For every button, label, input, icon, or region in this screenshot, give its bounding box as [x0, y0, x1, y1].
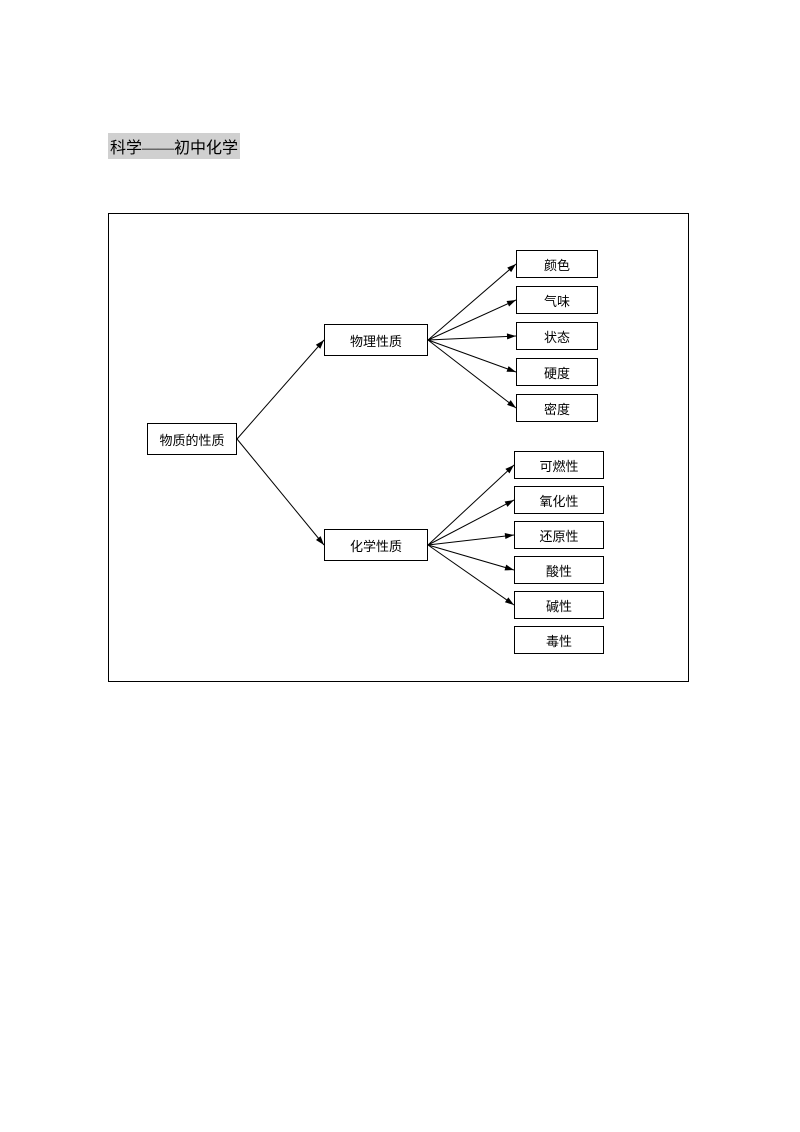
node-c3: 还原性	[514, 521, 604, 549]
node-c6: 毒性	[514, 626, 604, 654]
node-p1: 颜色	[516, 250, 598, 278]
node-c1: 可燃性	[514, 451, 604, 479]
page-title: 科学——初中化学	[108, 133, 240, 159]
node-c2: 氧化性	[514, 486, 604, 514]
node-p3: 状态	[516, 322, 598, 350]
node-chem: 化学性质	[324, 529, 428, 561]
node-p2: 气味	[516, 286, 598, 314]
node-root: 物质的性质	[147, 423, 237, 455]
node-c4: 酸性	[514, 556, 604, 584]
node-c5: 碱性	[514, 591, 604, 619]
diagram-container: 物质的性质 物理性质化学性质 颜色气味状态硬度密度可燃性氧化性还原性酸性碱性毒性	[108, 213, 689, 682]
node-p4: 硬度	[516, 358, 598, 386]
node-phys: 物理性质	[324, 324, 428, 356]
node-p5: 密度	[516, 394, 598, 422]
